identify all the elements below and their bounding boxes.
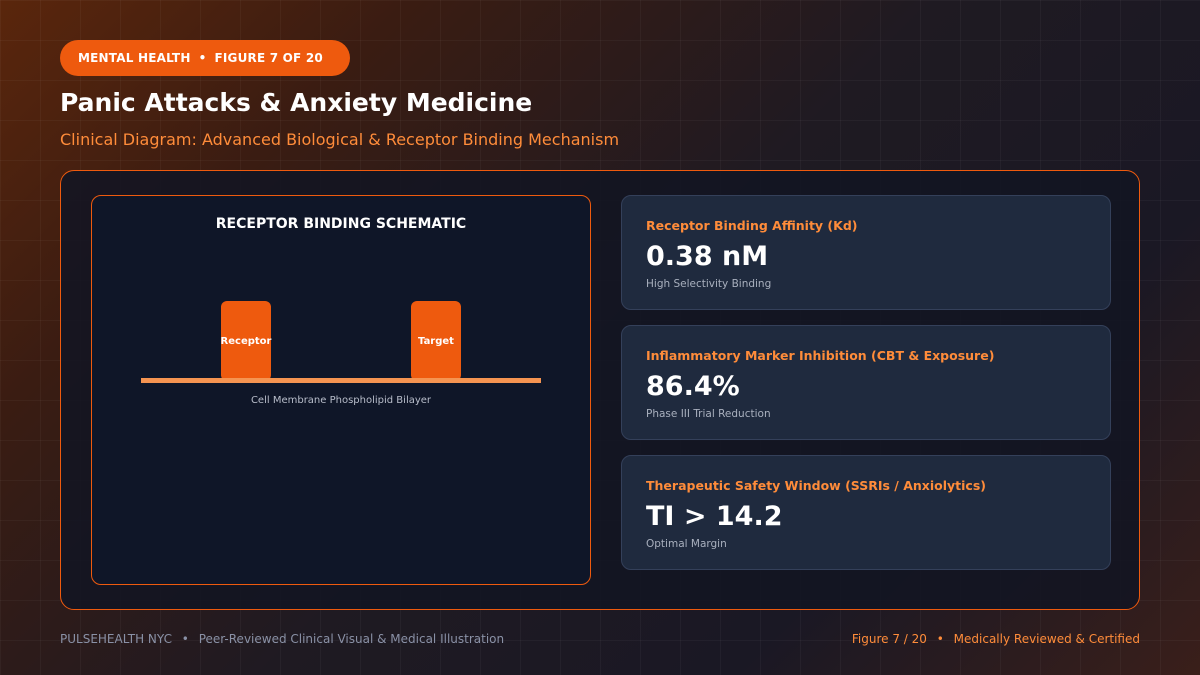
footer-separator: • <box>936 632 944 646</box>
card-label: Inflammatory Marker Inhibition (CBT & Ex… <box>646 348 995 363</box>
card-note: High Selectivity Binding <box>646 278 772 290</box>
category-pill: MENTAL HEALTH • FIGURE 7 OF 20 <box>60 40 350 76</box>
certification-label: Medically Reviewed & Certified <box>953 632 1140 646</box>
target-block: Target <box>411 301 461 381</box>
card-value: TI > 14.2 <box>646 501 783 532</box>
receptor-label: Receptor <box>220 335 272 347</box>
card-value: 0.38 nM <box>646 241 769 272</box>
card-label: Receptor Binding Affinity (Kd) <box>646 218 858 233</box>
binding-affinity-card: Receptor Binding Affinity (Kd) 0.38 nM H… <box>621 195 1111 310</box>
pill-separator: • <box>198 51 207 65</box>
membrane-label: Cell Membrane Phospholipid Bilayer <box>250 395 432 406</box>
brand-name: PULSEHEALTH NYC <box>60 632 172 646</box>
cell-membrane-line <box>141 378 541 383</box>
main-panel: RECEPTOR BINDING SCHEMATIC Receptor Targ… <box>60 170 1140 610</box>
figure-label: FIGURE 7 OF 20 <box>214 51 323 65</box>
card-label: Therapeutic Safety Window (SSRIs / Anxio… <box>646 478 986 493</box>
category-label: MENTAL HEALTH <box>78 51 191 65</box>
brand-tagline: Peer-Reviewed Clinical Visual & Medical … <box>198 632 505 646</box>
card-note: Optimal Margin <box>646 538 727 550</box>
page-title: Panic Attacks & Anxiety Medicine <box>60 88 533 117</box>
receptor-schematic-panel: RECEPTOR BINDING SCHEMATIC Receptor Targ… <box>91 195 591 585</box>
footer-figure: Figure 7 / 20 <box>851 632 927 646</box>
schematic-title: RECEPTOR BINDING SCHEMATIC <box>215 216 467 232</box>
safety-window-card: Therapeutic Safety Window (SSRIs / Anxio… <box>621 455 1111 570</box>
marker-inhibition-card: Inflammatory Marker Inhibition (CBT & Ex… <box>621 325 1111 440</box>
footer-brand: PULSEHEALTH NYC • Peer-Reviewed Clinical… <box>60 632 504 646</box>
footer-separator: • <box>181 632 189 646</box>
footer-figure-info: Figure 7 / 20 • Medically Reviewed & Cer… <box>852 632 1140 646</box>
receptor-block: Receptor <box>221 301 271 381</box>
page-subtitle: Clinical Diagram: Advanced Biological & … <box>60 130 620 149</box>
card-note: Phase III Trial Reduction <box>646 408 771 420</box>
target-label: Target <box>418 335 454 347</box>
card-value: 86.4% <box>646 371 740 402</box>
